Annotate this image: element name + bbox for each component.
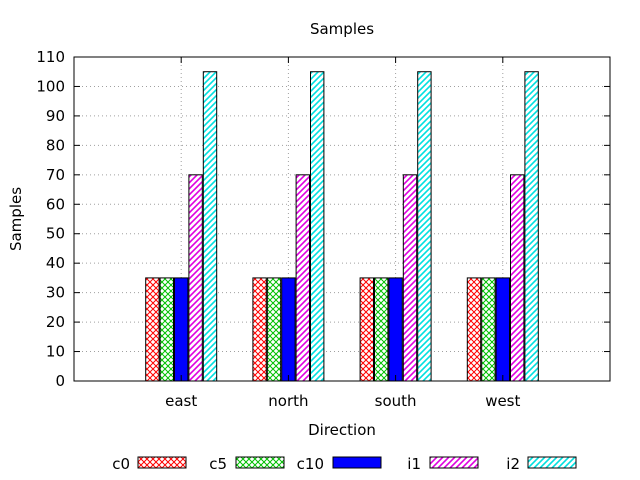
axis-ticks: 0 10 20 30 40 50 60 70 80 90 100 110 east north south w…: [36, 48, 610, 410]
legend-swatch-c0: [137, 456, 187, 469]
x-tick-label: west: [485, 392, 520, 410]
legend-swatch-c5: [235, 456, 285, 469]
bar-i1-west: [510, 174, 525, 382]
bar-c10-east: [174, 277, 189, 382]
bar-c5-west: [481, 277, 496, 382]
bar-c5-north: [266, 277, 282, 382]
legend-label-i2: i2: [506, 455, 520, 473]
y-tick-label: 50: [46, 225, 65, 243]
legend-label-c5: c5: [209, 455, 227, 473]
x-tick-label: north: [268, 392, 308, 410]
bar-c10-north: [281, 277, 296, 382]
bar-i1-east: [188, 174, 203, 382]
y-tick-label: 110: [36, 48, 65, 66]
y-tick-label: 10: [46, 343, 65, 361]
legend-swatch-i2: [527, 456, 577, 469]
y-tick-label: 0: [55, 372, 65, 390]
x-tick-label: south: [375, 392, 417, 410]
legend-swatch-i1: [429, 456, 479, 469]
bar-c5-east: [159, 277, 175, 382]
bars: [145, 71, 539, 382]
x-axis-label: Direction: [308, 421, 376, 439]
bar-i2-north: [310, 71, 325, 382]
legend-label-i1: i1: [407, 455, 421, 473]
y-tick-label: 90: [46, 107, 65, 125]
y-axis-label: Samples: [7, 187, 25, 251]
bar-c10-south: [388, 277, 403, 382]
bar-c0-east: [145, 277, 160, 382]
chart-title: Samples: [310, 20, 374, 38]
plot-frame: [73, 56, 611, 382]
x-tick-label: east: [165, 392, 197, 410]
bar-i1-south: [402, 174, 418, 382]
y-tick-label: 60: [46, 195, 65, 213]
bar-c0-west: [466, 277, 482, 382]
bar-c5-south: [374, 277, 389, 382]
y-tick-label: 30: [46, 284, 65, 302]
bar-c0-north: [252, 277, 267, 382]
legend-label-c10: c10: [297, 455, 324, 473]
bar-c0-south: [359, 277, 375, 382]
y-tick-label: 100: [36, 77, 65, 95]
bar-i2-west: [524, 71, 539, 382]
y-tick-label: 80: [46, 136, 65, 154]
y-tick-label: 40: [46, 254, 65, 272]
legend-swatch-c10: [332, 456, 382, 469]
bar-c10-west: [495, 277, 511, 382]
grid: [74, 57, 610, 381]
y-tick-label: 20: [46, 313, 65, 331]
legend-label-c0: c0: [112, 455, 130, 473]
bar-i1-north: [295, 174, 311, 382]
y-tick-label: 70: [46, 166, 65, 184]
bar-i2-south: [417, 71, 432, 382]
bar-i2-east: [202, 71, 218, 382]
legend: c0 c5 c10 i1 i2: [112, 455, 577, 473]
